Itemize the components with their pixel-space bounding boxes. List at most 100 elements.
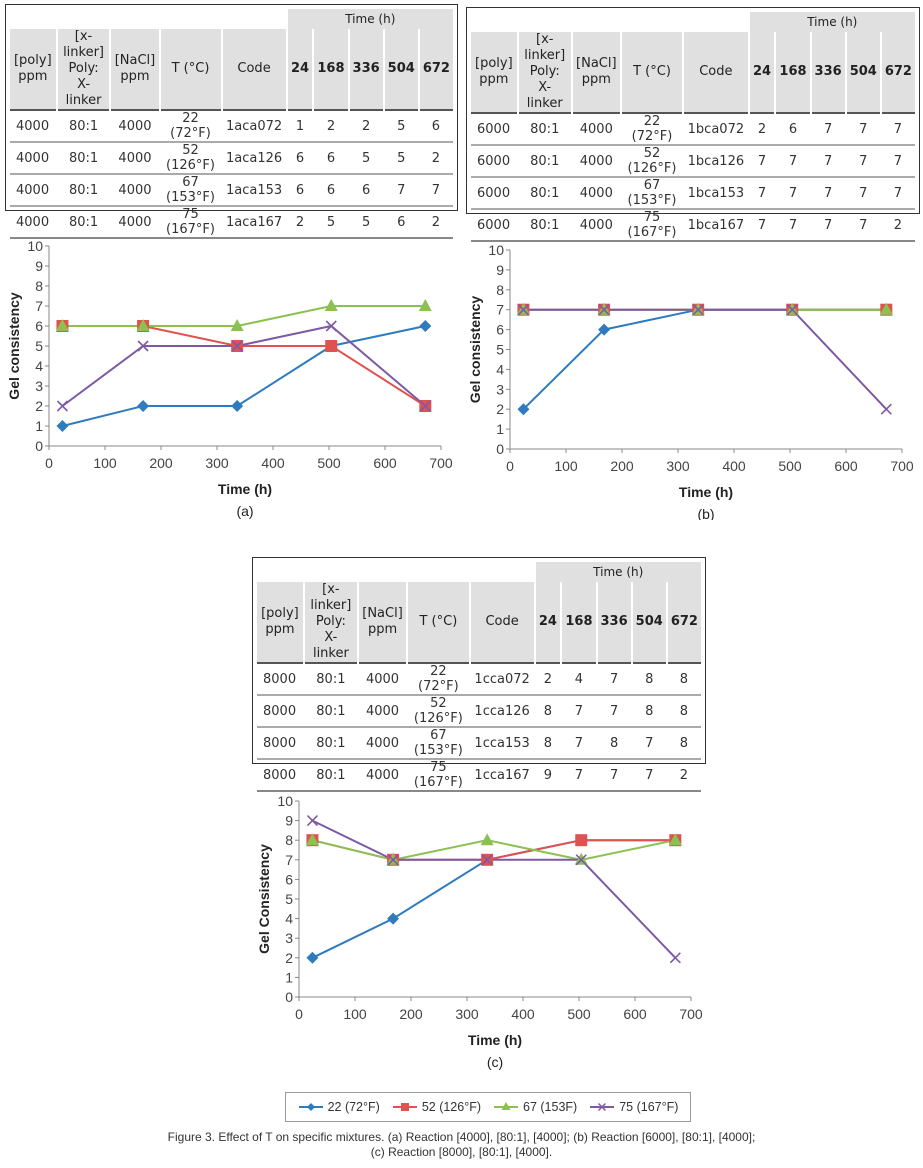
table-cell: 80:1	[517, 112, 572, 145]
table-cell: 7	[561, 726, 597, 759]
y-tick-label: 8	[285, 832, 293, 848]
table-cell: 8	[596, 726, 632, 759]
data-point-triangle	[324, 299, 338, 311]
table-cell: 1cca153	[469, 726, 535, 759]
table-cell: 8	[631, 694, 667, 727]
panel-label: (c)	[487, 1054, 503, 1070]
table-cell: 6000	[471, 144, 518, 177]
table-cell: 2	[418, 141, 453, 174]
table-cell: 7	[810, 144, 846, 177]
table-cell: 7	[845, 144, 881, 177]
column-header: 336	[810, 32, 847, 113]
column-header: 336	[348, 29, 385, 110]
table-cell: 2	[348, 109, 384, 142]
x-axis-title: Time (h)	[468, 1032, 522, 1048]
legend-item: 67 (153F)	[493, 1100, 577, 1114]
x-tick-label: 200	[610, 458, 634, 474]
table-cell: 6	[313, 141, 349, 174]
table-cell: 8000	[257, 726, 304, 759]
column-header: 24	[286, 29, 315, 110]
table-cell: 7	[596, 758, 632, 792]
data-point-x	[575, 854, 587, 866]
y-tick-label: 1	[496, 421, 504, 437]
data-point-triangle	[136, 319, 150, 331]
legend-item: 22 (72°F)	[298, 1100, 380, 1114]
table-cell: 1cca072	[469, 662, 535, 695]
table-cell: 7	[880, 112, 915, 145]
data-point-diamond	[598, 323, 611, 336]
y-tick-label: 7	[496, 302, 504, 318]
table-cell: 2	[286, 205, 314, 239]
table-cell: 8000	[257, 758, 304, 792]
series-markers-4	[306, 815, 681, 964]
table-cell: 1	[286, 109, 314, 142]
y-tick-label: 9	[496, 262, 504, 278]
figure-label: Figure 3.	[167, 1130, 216, 1144]
y-tick-label: 7	[285, 852, 293, 868]
table-cell: 8000	[257, 694, 304, 727]
table-row: 4000 80:1 4000 75 (167°F) 1aca167 2 5 5 6 2	[10, 205, 453, 239]
y-tick-label: 1	[285, 969, 293, 985]
table-cell: 6	[418, 109, 453, 142]
series-line-2	[312, 839, 676, 861]
table-cell: 2	[748, 112, 776, 145]
column-header: T (°C)	[620, 32, 685, 113]
data-point-triangle	[879, 302, 893, 315]
table-cell: 1bca126	[683, 144, 749, 177]
y-tick-label: 3	[285, 930, 293, 946]
table-cell: 8	[666, 694, 701, 727]
x-tick-label: 600	[373, 455, 397, 471]
data-point-x	[419, 400, 431, 412]
table-cell: 4000	[10, 141, 57, 174]
table-cell: 80:1	[56, 141, 111, 174]
table-cell: 2	[418, 205, 453, 239]
y-axis-title: Gel consistency	[6, 292, 22, 400]
column-header: 504	[845, 32, 882, 113]
column-header: [poly] ppm	[471, 32, 519, 113]
x-tick-label: 500	[567, 1006, 591, 1022]
table-cell: 1aca167	[221, 205, 287, 239]
y-tick-label: 2	[496, 401, 504, 417]
series-line-1	[522, 308, 887, 410]
table-cell: 5	[313, 205, 349, 239]
table-cell: 6000	[471, 176, 518, 209]
table-row: 6000 80:1 4000 75 (167°F) 1bca167 7 7 7 7 2	[471, 208, 915, 242]
table-row: 4000 80:1 4000 52 (126°F) 1aca126 6 6 5 5 2	[10, 141, 453, 174]
y-tick-label: 9	[285, 813, 293, 829]
table-cell: 5	[348, 205, 384, 239]
column-header: 504	[631, 582, 668, 663]
table-cell: 6	[383, 205, 419, 239]
x-tick-label: 300	[205, 455, 229, 471]
series-markers-1	[56, 320, 432, 432]
table-cell: 7	[810, 208, 846, 242]
y-tick-label: 7	[35, 298, 43, 314]
x-tick-label: 300	[666, 458, 690, 474]
table-cell: 8	[631, 662, 667, 695]
x-tick-label: 700	[679, 1006, 703, 1022]
y-axis-title: Gel Consistency	[256, 844, 272, 954]
column-header: [NaCl] ppm	[571, 32, 622, 113]
table-cell: 7	[596, 662, 632, 695]
y-tick-label: 10	[488, 242, 504, 258]
table-cell: 2	[313, 109, 349, 142]
table-cell: 4000	[571, 176, 621, 209]
table-cell: 7	[418, 173, 453, 206]
table-cell: 7	[383, 173, 419, 206]
time-group-header: Time (h)	[748, 12, 915, 32]
table-cell: 7	[775, 144, 811, 177]
data-point-x	[56, 400, 69, 412]
x-tick-label: 200	[149, 455, 173, 471]
data-point-square	[325, 340, 338, 352]
y-tick-label: 5	[35, 338, 43, 354]
x-tick-label: 100	[554, 458, 578, 474]
x-axis-title: Time (h)	[218, 481, 272, 497]
table-cell: 6	[286, 173, 314, 206]
y-tick-label: 4	[496, 361, 504, 377]
table-row: 4000 80:1 4000 67 (153°F) 1aca153 6 6 6 7 7	[10, 173, 453, 206]
table-cell: 52 (126°F)	[407, 694, 470, 727]
y-tick-label: 0	[496, 441, 504, 457]
table-cell: 8	[666, 662, 701, 695]
data-point-diamond	[419, 320, 432, 332]
